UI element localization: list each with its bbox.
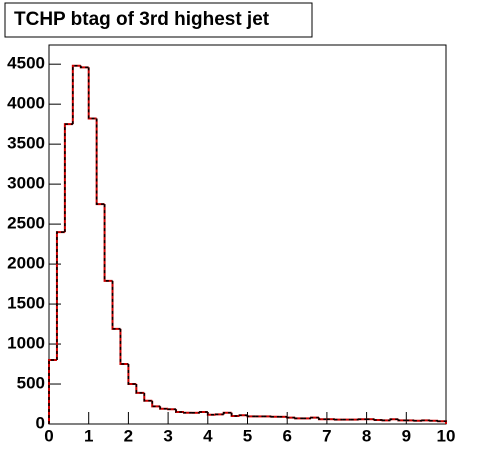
histogram-bin	[151, 400, 161, 408]
x-tick-label: 9	[402, 426, 411, 445]
histogram-bin	[238, 414, 248, 417]
y-tick-label: 500	[17, 374, 45, 393]
histogram-bin	[437, 420, 447, 424]
histogram-bin	[103, 204, 113, 282]
histogram-bin	[111, 280, 121, 330]
histogram-bin	[230, 412, 240, 417]
histogram-bin	[64, 123, 73, 233]
histogram-bin	[103, 204, 113, 282]
histogram-bin	[48, 359, 57, 424]
chart-title: TCHP btag of 3rd highest jet	[14, 9, 270, 30]
histogram-bin	[389, 418, 399, 421]
histogram-bin	[135, 384, 145, 394]
histogram-bin	[48, 359, 57, 424]
histogram-bin	[63, 123, 73, 233]
y-tick-label: 1000	[7, 334, 45, 353]
y-tick-label: 4500	[7, 54, 45, 73]
histogram-bin	[56, 231, 65, 361]
y-tick-label: 3000	[7, 174, 45, 193]
histogram-bin	[71, 64, 81, 125]
y-tick-label: 2500	[7, 214, 45, 233]
y-tick-label: 4000	[7, 94, 45, 113]
histogram-bin	[95, 118, 105, 206]
histogram-bin	[183, 412, 192, 414]
histogram-bin	[143, 392, 153, 402]
histogram-bin	[318, 417, 327, 420]
plot-frame	[48, 44, 447, 425]
histogram-bin	[119, 328, 129, 366]
y-tick-label: 1500	[7, 294, 45, 313]
histogram-bin	[80, 65, 89, 69]
x-tick-label: 8	[362, 426, 371, 445]
histogram-bin	[95, 118, 105, 205]
x-tick-label: 2	[124, 426, 133, 445]
histogram-bin	[135, 384, 145, 394]
x-tick-label: 1	[84, 426, 93, 445]
histogram-bin	[373, 419, 383, 421]
y-tick-label: 0	[36, 413, 45, 432]
histogram-bin	[151, 400, 161, 408]
histogram-bin	[127, 364, 137, 386]
histogram-bin	[55, 231, 65, 361]
histogram-bin	[72, 65, 81, 125]
histogram-bin	[119, 328, 129, 365]
histogram-bin	[199, 411, 208, 413]
x-tick-label: 7	[322, 426, 331, 445]
histogram-bin	[397, 419, 407, 422]
histogram-bin	[87, 67, 97, 120]
x-tick-label: 10	[437, 426, 456, 445]
histogram-bin	[127, 364, 137, 385]
x-tick-label: 4	[203, 426, 213, 445]
y-tick-label: 3500	[7, 134, 45, 153]
title-box	[4, 2, 313, 38]
x-tick-label: 3	[163, 426, 172, 445]
histogram-bin	[87, 67, 97, 120]
y-tick-label: 2000	[7, 254, 45, 273]
x-tick-label: 6	[282, 426, 291, 445]
histogram-bin	[286, 416, 296, 419]
histogram-bin	[246, 415, 256, 418]
x-tick-label: 5	[243, 426, 252, 445]
histogram-bin	[175, 409, 184, 413]
histogram-bin	[143, 392, 153, 402]
histogram-bin	[222, 412, 232, 415]
histogram-bin	[111, 280, 121, 330]
histogram-bin	[159, 406, 169, 410]
histogram-bin	[294, 417, 304, 420]
histogram-bin	[207, 412, 216, 416]
histogram-bin	[310, 416, 319, 419]
x-tick-label: 0	[44, 426, 53, 445]
